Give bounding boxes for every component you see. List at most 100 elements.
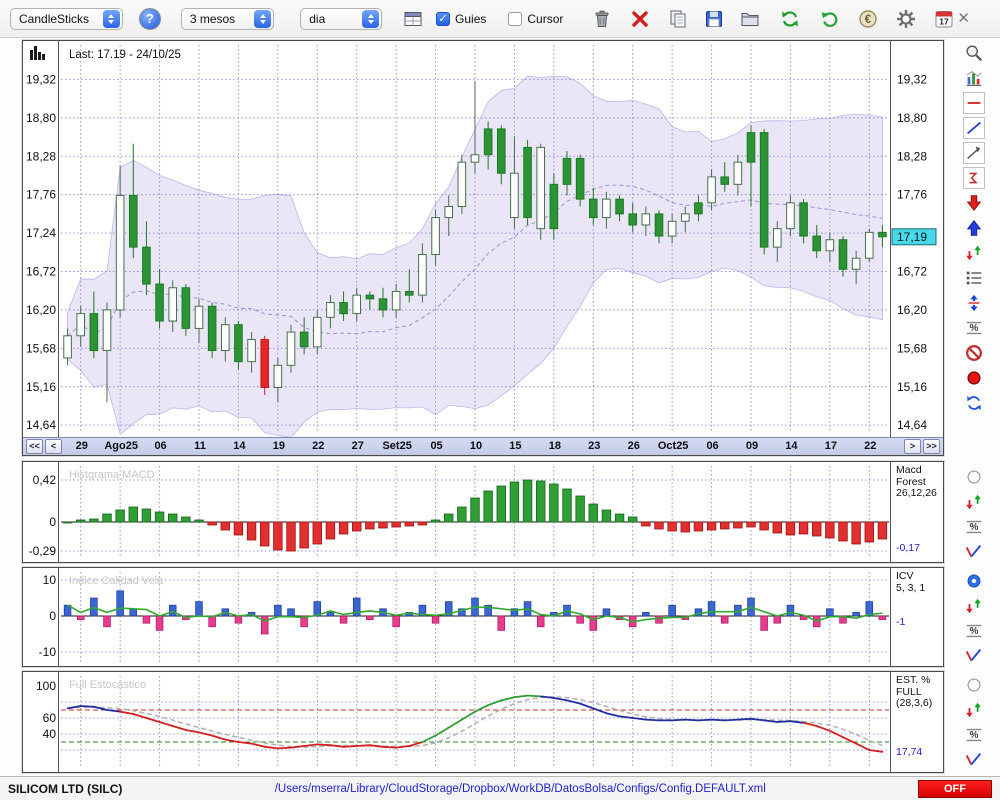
save-icon[interactable] [701,6,727,32]
y-axis-label: 100 [36,679,56,693]
panel-title: Full Estocastico [69,679,146,691]
arrow-down-icon[interactable] [962,192,986,214]
y-axis-label: 16,20 [26,303,56,317]
indicator-name: Macd [896,464,922,476]
trend-arrow-icon[interactable] [962,142,986,164]
prohibit-icon[interactable] [962,342,986,364]
record-icon[interactable] [962,367,986,389]
checkbox-checked-icon: ✓ [436,11,451,26]
icv-chart[interactable]: 10 0 -10 Indice Calidad Vela [23,568,891,666]
euro-icon[interactable]: € [855,6,881,32]
x-axis-date-label: 23 [588,440,601,452]
indicator-name: FULL [896,685,922,698]
delete-x-icon[interactable] [627,6,653,32]
macd-radio[interactable] [962,466,986,488]
y-axis-label: 17,76 [897,188,927,202]
guies-checkbox[interactable]: ✓ Guies [436,11,486,26]
help-icon[interactable]: ? [138,7,161,30]
refresh-icon[interactable] [777,6,803,32]
stochastic-panel: 100 60 40 Full Estocastico EST. % FULL (28,… [22,671,944,773]
scroll-last-button[interactable]: >> [923,439,940,454]
stoch-signal-icon[interactable] [962,749,986,771]
chart-tools-group: % [948,42,1000,414]
icv-percent-icon[interactable]: % [962,620,986,642]
y-axis-label: 16,20 [897,303,927,317]
trash-icon[interactable] [589,6,615,32]
y-axis-label: -0,29 [29,544,57,558]
vertical-scale-icon[interactable] [962,292,986,314]
x-axis-date-label: 18 [548,440,561,452]
x-axis-navbar: << < > >> 29 Ago25 06 11 14 19 22 27 Set25 05 10 15… [23,437,943,455]
up-down-arrows-icon[interactable] [962,242,986,264]
arrow-up-icon[interactable] [962,217,986,239]
refresh-cycle-icon[interactable] [962,392,986,414]
zoom-icon[interactable] [962,42,986,64]
y-axis-label: -10 [39,645,57,659]
icv-arrows-icon[interactable] [962,595,986,617]
interval-select[interactable]: dia [300,7,383,30]
y-axis-label: 16,72 [897,265,927,279]
x-axis-date-label: 26 [627,440,640,452]
chart-type-mini-icon [30,46,45,60]
copy-icon[interactable] [665,6,691,32]
y-axis-label: 60 [43,711,57,725]
stoch-radio[interactable] [962,674,986,696]
table-view-icon[interactable] [400,6,426,32]
close-icon[interactable]: ✕ [957,10,970,27]
icv-tools-group: % [948,570,1000,667]
cursor-checkbox[interactable]: Cursor [508,11,564,26]
indicator-params: 26,12,26 [896,487,937,499]
candles [63,80,887,403]
macd-chart[interactable]: 0,42 0 -0,29 Histgrama MACD [23,462,891,562]
x-axis-date-label: 15 [509,440,522,452]
x-axis-date-label: 11 [194,440,206,452]
off-toggle[interactable]: OFF [918,779,992,798]
stoch-percent-icon[interactable]: % [962,724,986,746]
y-axis-label: 0,42 [33,473,57,487]
icv-radio[interactable] [962,570,986,592]
macd-panel: 0,42 0 -0,29 Histgrama MACD Macd Forest 26,… [22,461,944,563]
macd-percent-icon[interactable]: % [962,516,986,538]
scroll-next-button[interactable]: > [904,439,921,454]
stoch-main-line [66,694,884,753]
y-axis-label: 14,64 [897,418,927,432]
y-axis-label: 17,24 [26,226,56,240]
x-axis-date-label: 10 [469,440,483,452]
sigma-icon[interactable] [962,167,986,189]
indicators-icon[interactable] [962,67,986,89]
cursor-label: Cursor [527,11,564,26]
macd-arrows-icon[interactable] [962,491,986,513]
chart-type-select[interactable]: CandleSticks [10,7,123,30]
percent-icon[interactable]: % [962,317,986,339]
x-axis-date-label: 09 [745,440,759,452]
diagonal-line-icon[interactable] [962,117,986,139]
status-bar: SILICOM LTD (SILC) /Users/mserra/Library… [0,776,1000,800]
macd-signal-icon[interactable] [962,541,986,563]
undo-icon[interactable] [817,6,843,32]
gear-icon[interactable] [893,6,919,32]
calendar-icon[interactable]: 17 [931,6,957,32]
price-chart[interactable]: 19,32 19,32 18,80 18,80 18,28 18,28 17,76 17,76… [23,41,943,437]
y-axis-label: 15,16 [897,380,927,394]
x-axis-date-label: 14 [785,440,798,452]
icv-signal-icon[interactable] [962,645,986,667]
stochastic-chart[interactable]: 100 60 40 Full Estocastico [23,672,891,772]
bollinger-mid-line [67,184,883,337]
horizontal-line-icon[interactable] [962,92,986,114]
y-axis-label: 18,28 [26,149,56,163]
x-axis-date-label: 17 [824,440,837,452]
icv-panel: 10 0 -10 Indice Calidad Vela ICV 5, 3, 1 -1 [22,567,944,667]
y-axis-label: 18,80 [897,111,927,125]
select-chevrons-icon [102,9,120,28]
list-icon[interactable] [962,267,986,289]
scroll-first-button[interactable]: << [26,439,43,454]
y-axis-label: 19,32 [897,72,927,86]
stoch-arrows-icon[interactable] [962,699,986,721]
scroll-prev-button[interactable]: < [45,439,62,454]
period-select[interactable]: 3 mesos [180,7,275,30]
open-folder-icon[interactable] [737,6,763,32]
x-axis-date-label: 06 [154,440,167,452]
symbol-label: SILICOM LTD (SILC) [8,781,123,796]
svg-text:17: 17 [940,16,950,26]
y-axis-label: 0 [49,515,56,529]
